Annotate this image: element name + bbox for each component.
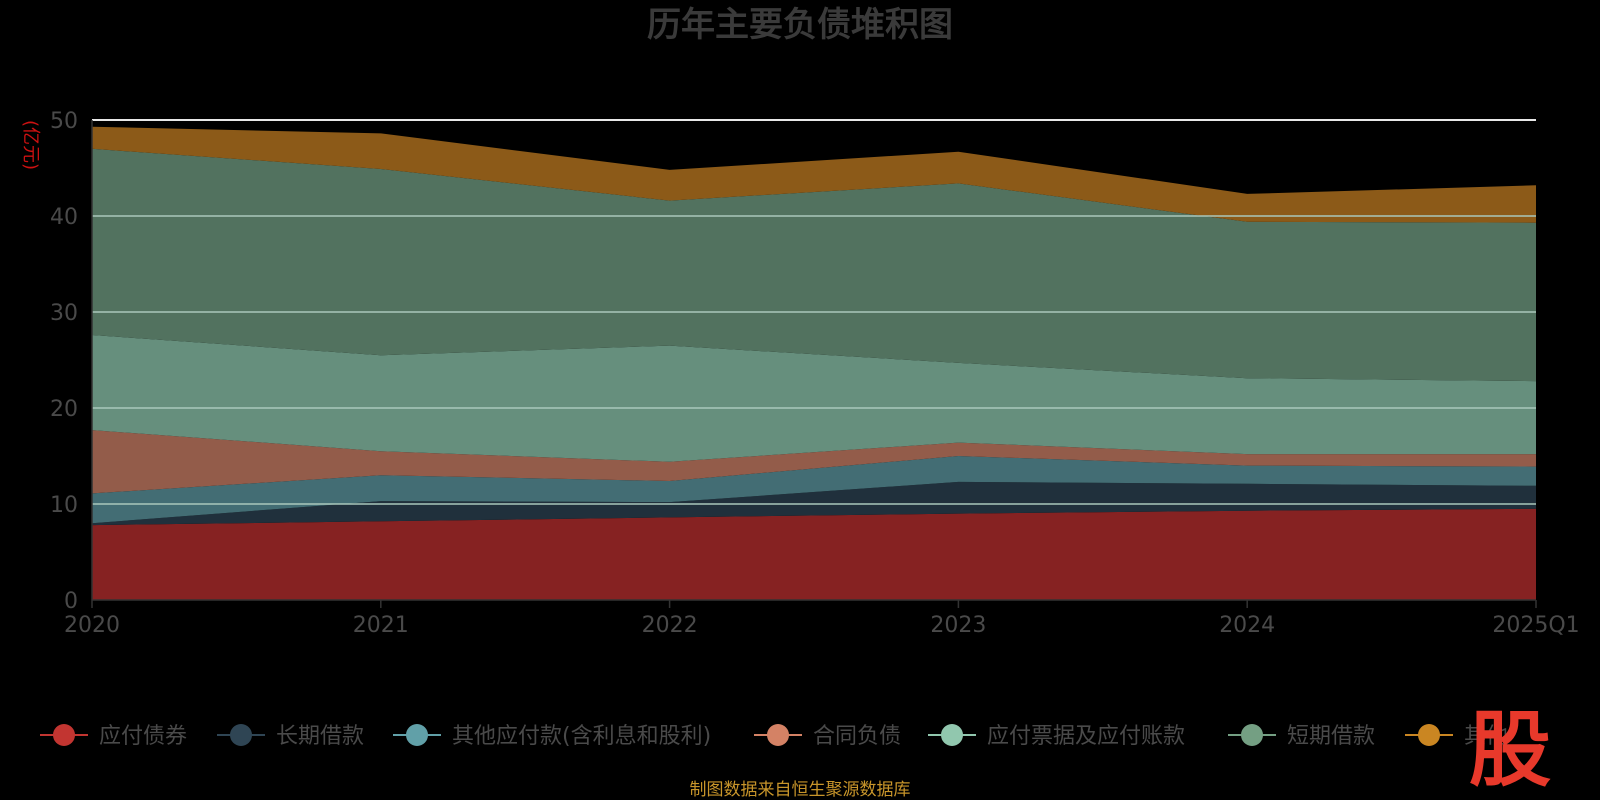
- legend-label: 其他: [1464, 724, 1508, 749]
- y-tick-label: 40: [50, 205, 78, 230]
- area-series-5: [92, 148, 1536, 382]
- legend-marker: [1418, 724, 1440, 746]
- legend-item[interactable]: 应付债券: [40, 724, 187, 749]
- legend-item[interactable]: 应付票据及应付账款: [928, 724, 1185, 749]
- x-tick-label: 2020: [64, 613, 120, 638]
- x-tick-label: 2023: [930, 613, 986, 638]
- y-axis-unit: (亿元): [20, 120, 41, 170]
- legend-item[interactable]: 短期借款: [1228, 724, 1375, 749]
- legend-label: 应付债券: [99, 724, 187, 749]
- area-series-4: [92, 335, 1536, 462]
- legend-label: 其他应付款(含利息和股利): [452, 724, 711, 749]
- legend-marker: [1241, 724, 1263, 746]
- x-tick-label: 2025Q1: [1492, 613, 1579, 638]
- x-tick-label: 2022: [642, 613, 698, 638]
- legend-item[interactable]: 长期借款: [217, 724, 364, 749]
- legend-label: 合同负债: [813, 724, 901, 749]
- area-series-group: [92, 126, 1536, 600]
- legend-label: 应付票据及应付账款: [987, 724, 1185, 749]
- legend-item[interactable]: 合同负债: [754, 724, 901, 749]
- area-series-2: [92, 456, 1536, 524]
- y-tick-label: 20: [50, 397, 78, 422]
- area-series-0: [92, 508, 1536, 600]
- logo-watermark: 股: [1469, 703, 1551, 798]
- x-tick-label: 2021: [353, 613, 409, 638]
- legend-item[interactable]: 其他应付款(含利息和股利): [393, 724, 711, 749]
- area-series-6: [92, 126, 1536, 223]
- y-tick-label: 50: [50, 109, 78, 134]
- y-tick-label: 0: [64, 589, 78, 614]
- source-note: 制图数据来自恒生聚源数据库: [690, 780, 911, 800]
- area-series-3: [92, 430, 1536, 494]
- x-tick-label: 2024: [1219, 613, 1275, 638]
- legend-label: 短期借款: [1287, 724, 1375, 749]
- chart-title: 历年主要负债堆积图: [647, 5, 953, 45]
- legend-marker: [53, 724, 75, 746]
- y-tick-label: 30: [50, 301, 78, 326]
- legend-item[interactable]: 其他: [1405, 724, 1508, 749]
- gridlines: [92, 119, 1536, 505]
- legend: 应付债券 长期借款 其他应付款(含利息和股利) 合同负债 应付票据及应付账款 短期借款 其他: [40, 724, 1508, 749]
- axes: 0 10 20 30 40 50 2020 2021 2022 2023 2024 2025Q1: [50, 109, 1580, 638]
- legend-marker: [230, 724, 252, 746]
- y-tick-label: 10: [50, 493, 78, 518]
- legend-marker: [941, 724, 963, 746]
- legend-marker: [767, 724, 789, 746]
- legend-label: 长期借款: [276, 724, 364, 749]
- legend-marker: [406, 724, 428, 746]
